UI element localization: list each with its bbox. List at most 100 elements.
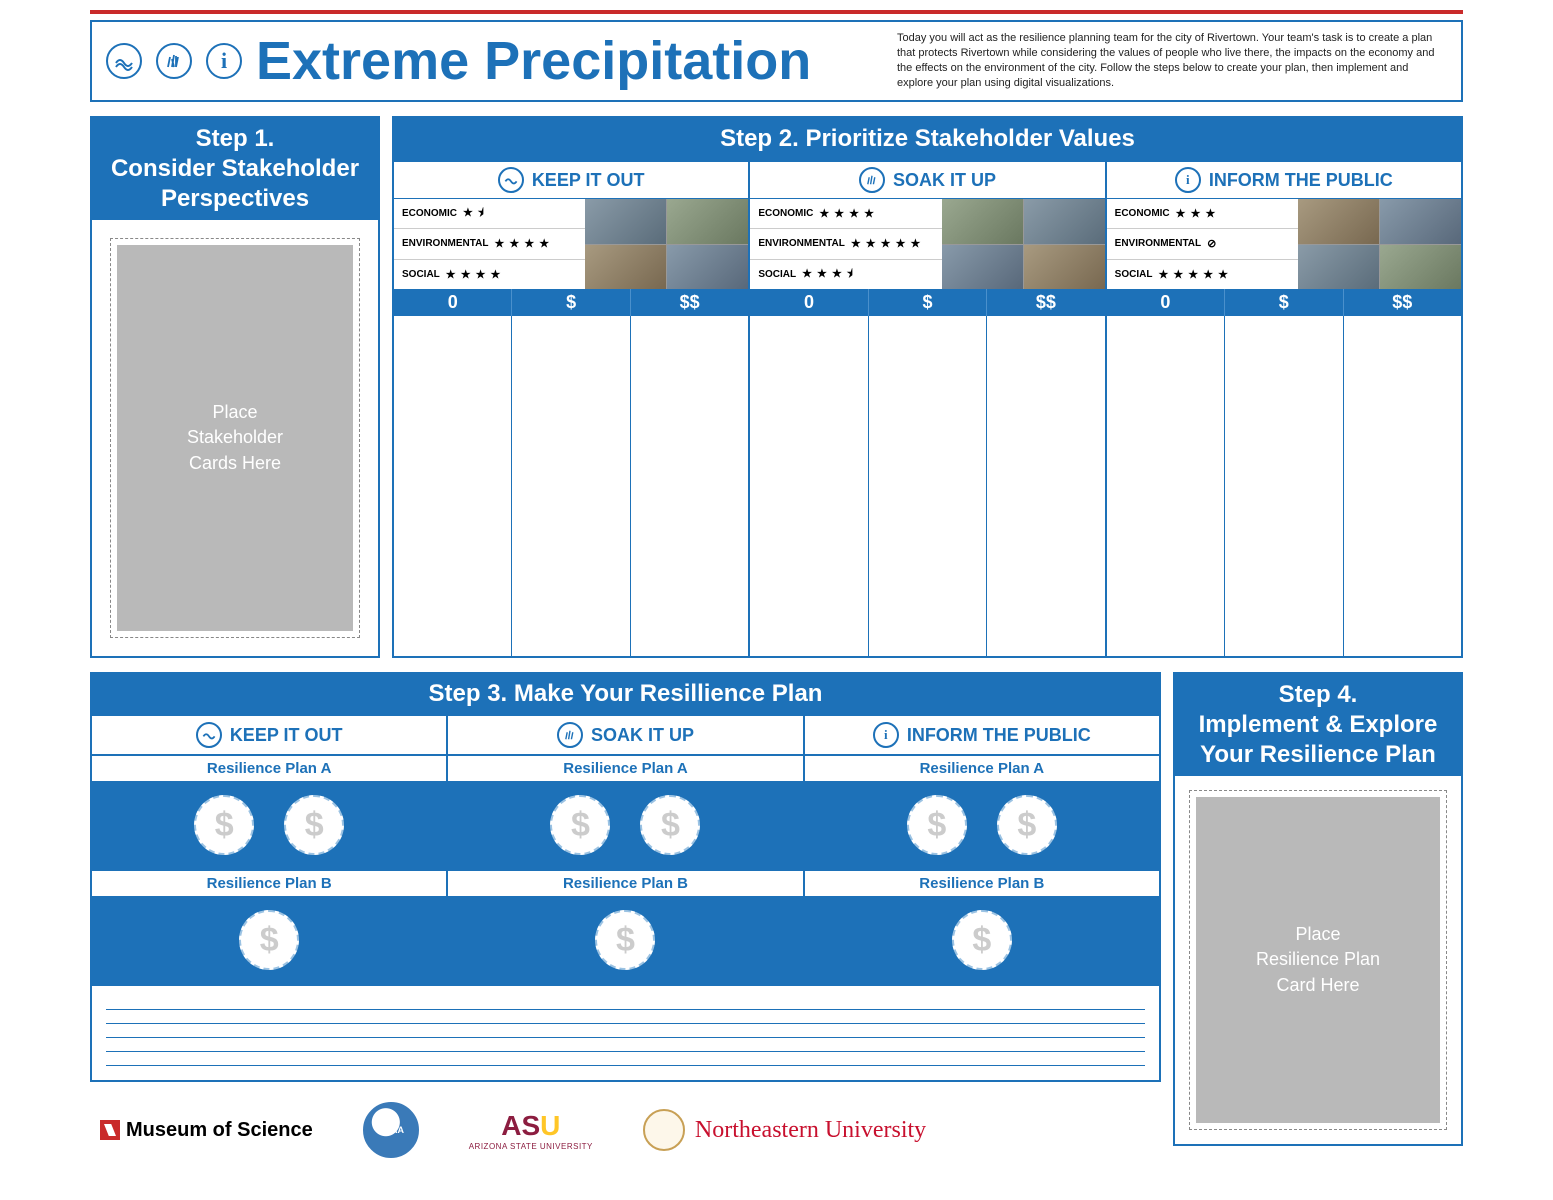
s3-soak-heading: SOAK IT UP (448, 714, 802, 754)
soak-cost-row: 0 $ $$ (750, 289, 1104, 316)
coin-slot[interactable]: $ (194, 795, 254, 855)
wave-icon (196, 722, 222, 748)
cost-1: $ (869, 289, 987, 316)
grass-icon (156, 43, 192, 79)
drop-cell[interactable] (869, 316, 987, 656)
plan-a-coins[interactable]: $$ (92, 781, 446, 869)
inform-ratings: ECONOMIC★ ★ ★ ENVIRONMENTAL⊘ SOCIAL★ ★ ★… (1107, 199, 1298, 289)
inform-label: INFORM THE PUBLIC (1209, 170, 1393, 191)
coin-slot[interactable]: $ (595, 910, 655, 970)
notes-lines[interactable] (90, 986, 1161, 1082)
coin-slot[interactable]: $ (952, 910, 1012, 970)
step4-body: Place Resilience Plan Card Here (1175, 776, 1461, 1144)
rating-environmental: ENVIRONMENTAL★ ★ ★ ★ ★ (750, 229, 941, 259)
keep-thumbnails (585, 199, 748, 289)
coin-slot[interactable]: $ (997, 795, 1057, 855)
drop-cell[interactable] (1225, 316, 1343, 656)
coin-slot[interactable]: $ (550, 795, 610, 855)
s3-keep-heading: KEEP IT OUT (92, 714, 446, 754)
drop-cell[interactable] (631, 316, 748, 656)
write-line (106, 1038, 1145, 1052)
plan-a-coins[interactable]: $$ (805, 781, 1159, 869)
step1-title-line3: Perspectives (96, 184, 374, 214)
plan-b-coins[interactable]: $ (448, 896, 802, 984)
plan-b-label: Resilience Plan B (92, 869, 446, 896)
row-steps-1-2: Step 1. Consider Stakeholder Perspective… (90, 116, 1463, 658)
plan-a-coins[interactable]: $$ (448, 781, 802, 869)
step1-body: Place Stakeholder Cards Here (92, 220, 378, 656)
grass-icon (859, 167, 885, 193)
coin-slot[interactable]: $ (907, 795, 967, 855)
inform-heading: i INFORM THE PUBLIC (1107, 162, 1461, 199)
coin-slot[interactable]: $ (640, 795, 700, 855)
drop-cell[interactable] (394, 316, 512, 656)
page: i Extreme Precipitation Today you will a… (0, 0, 1553, 1188)
drop-cell[interactable] (750, 316, 868, 656)
label: SOAK IT UP (591, 725, 694, 746)
cost-1: $ (512, 289, 630, 316)
soak-heading: SOAK IT UP (750, 162, 1104, 199)
rating-economic: ECONOMIC★ ⯨ (394, 199, 585, 229)
label: KEEP IT OUT (230, 725, 343, 746)
asu-sub: ARIZONA STATE UNIVERSITY (469, 1142, 593, 1151)
stars: ★ ★ ★ (1176, 207, 1217, 220)
drop-row (750, 316, 1104, 656)
strategy-keep: KEEP IT OUT ECONOMIC★ ⯨ ENVIRONMENTAL★ ★… (394, 162, 750, 316)
info-icon: i (206, 43, 242, 79)
drop-cell[interactable] (1344, 316, 1461, 656)
drop-cell[interactable] (987, 316, 1104, 656)
cost-0: 0 (394, 289, 512, 316)
soak-ratings: ECONOMIC★ ★ ★ ★ ENVIRONMENTAL★ ★ ★ ★ ★ S… (750, 199, 941, 289)
drop-cell[interactable] (512, 316, 630, 656)
rating-environmental: ENVIRONMENTAL★ ★ ★ ★ (394, 229, 585, 259)
soak-label: SOAK IT UP (893, 170, 996, 191)
step3-box: Step 3. Make Your Resillience Plan KEEP … (90, 672, 1161, 986)
strategy-inform: i INFORM THE PUBLIC ECONOMIC★ ★ ★ ENVIRO… (1107, 162, 1461, 316)
rating-environmental: ENVIRONMENTAL⊘ (1107, 229, 1298, 259)
s3-soak: SOAK IT UP Resilience Plan A $$ Resilien… (448, 714, 804, 984)
write-line (106, 1024, 1145, 1038)
rating-social: SOCIAL★ ★ ★ ★ ★ (1107, 260, 1298, 289)
soak-body: ECONOMIC★ ★ ★ ★ ENVIRONMENTAL★ ★ ★ ★ ★ S… (750, 199, 1104, 289)
header-box: i Extreme Precipitation Today you will a… (90, 20, 1463, 102)
keep-drop-col (394, 316, 750, 656)
plan-a-label: Resilience Plan A (805, 754, 1159, 781)
step2-heading: Step 2. Prioritize Stakeholder Values (394, 118, 1461, 160)
coin-slot[interactable]: $ (239, 910, 299, 970)
plan-a-label: Resilience Plan A (448, 754, 802, 781)
noaa-text: NOAA (377, 1125, 404, 1135)
step3-wrap: Step 3. Make Your Resillience Plan KEEP … (90, 672, 1161, 1158)
stars: ★ ★ ★ ★ ★ (851, 237, 922, 250)
wave-icon (106, 43, 142, 79)
drop-cell[interactable] (1107, 316, 1225, 656)
plan-b-label: Resilience Plan B (805, 869, 1159, 896)
stars: ★ ★ ★ ★ ★ (1158, 268, 1229, 281)
step1-title-line2: Consider Stakeholder (96, 154, 374, 184)
plan-b-coins[interactable]: $ (92, 896, 446, 984)
page-title: Extreme Precipitation (256, 30, 811, 92)
resilience-plan-card-slot[interactable]: Place Resilience Plan Card Here (1189, 790, 1447, 1130)
step4-box: Step 4. Implement & Explore Your Resilie… (1173, 672, 1463, 1146)
s3-inform-heading: iINFORM THE PUBLIC (805, 714, 1159, 754)
info-icon: i (1175, 167, 1201, 193)
write-line (106, 1052, 1145, 1066)
step4-heading: Step 4. Implement & Explore Your Resilie… (1175, 674, 1461, 776)
label: INFORM THE PUBLIC (907, 725, 1091, 746)
cost-2: $$ (1344, 289, 1461, 316)
stakeholder-card-slot[interactable]: Place Stakeholder Cards Here (110, 238, 360, 638)
s3-inform: iINFORM THE PUBLIC Resilience Plan A $$ … (805, 714, 1159, 984)
grass-icon (557, 722, 583, 748)
plan-b-label: Resilience Plan B (448, 869, 802, 896)
rating-economic: ECONOMIC★ ★ ★ ★ (750, 199, 941, 229)
coin-slot[interactable]: $ (284, 795, 344, 855)
mos-text: Museum of Science (126, 1119, 313, 1142)
top-red-bar (90, 10, 1463, 14)
stars: ★ ★ ★ ★ (494, 237, 550, 250)
wave-icon (498, 167, 524, 193)
keep-label: KEEP IT OUT (532, 170, 645, 191)
cost-0: 0 (750, 289, 868, 316)
plan-a-label: Resilience Plan A (92, 754, 446, 781)
plan-b-coins[interactable]: $ (805, 896, 1159, 984)
logo-northeastern: Northeastern University (643, 1109, 926, 1151)
step1-title-line1: Step 1. (96, 124, 374, 154)
